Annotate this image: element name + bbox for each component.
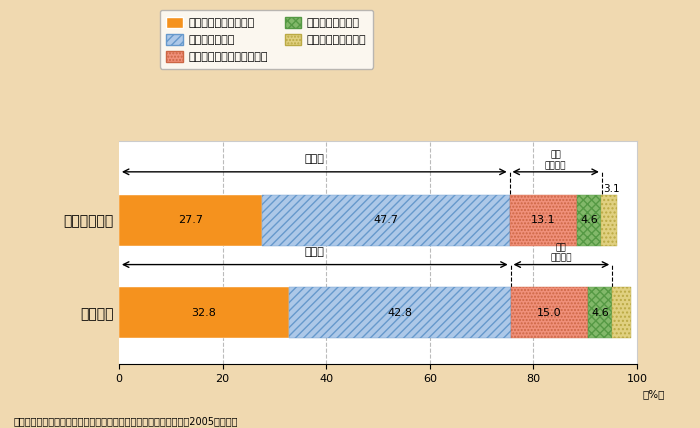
Text: 4.6: 4.6	[580, 215, 598, 225]
Text: 4.6: 4.6	[592, 308, 609, 318]
Text: 42.8: 42.8	[387, 308, 412, 318]
Text: 27.7: 27.7	[178, 215, 203, 225]
Text: （%）: （%）	[642, 389, 664, 399]
Bar	[601, 195, 617, 246]
Bar	[262, 195, 510, 246]
Text: 32.8: 32.8	[192, 308, 216, 318]
Legend: とても役に立つと思う, 役に立つと思う, あまり役に立たないと思う, 役立たないと思う, どちらとも言えない: とても役に立つと思う, 役に立つと思う, あまり役に立たないと思う, 役立たない…	[160, 10, 373, 68]
Bar	[119, 195, 262, 246]
Bar	[510, 287, 588, 338]
Bar	[578, 195, 601, 246]
Text: 3.1: 3.1	[603, 184, 620, 194]
Text: 役立つ: 役立つ	[305, 247, 325, 257]
Bar	[612, 287, 631, 338]
Text: 資料：内閣府「少子化社会対策に関する子育て女性の意識調査」（2005年３月）: 資料：内閣府「少子化社会対策に関する子育て女性の意識調査」（2005年３月）	[14, 416, 239, 426]
Text: 役に
立たない: 役に 立たない	[545, 151, 566, 170]
Text: 13.1: 13.1	[531, 215, 556, 225]
Text: 47.7: 47.7	[374, 215, 398, 225]
Text: 役に
立たない: 役に 立たない	[551, 244, 572, 263]
Bar	[588, 287, 612, 338]
Bar	[289, 287, 510, 338]
Text: 15.0: 15.0	[537, 308, 562, 318]
Bar	[510, 195, 578, 246]
Bar	[119, 287, 289, 338]
Text: 役立つ: 役立つ	[304, 155, 324, 164]
